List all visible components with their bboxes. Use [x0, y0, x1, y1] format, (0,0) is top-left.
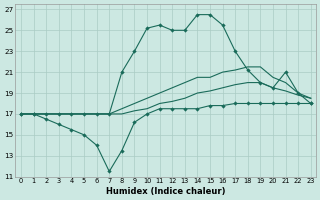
- X-axis label: Humidex (Indice chaleur): Humidex (Indice chaleur): [106, 187, 225, 196]
